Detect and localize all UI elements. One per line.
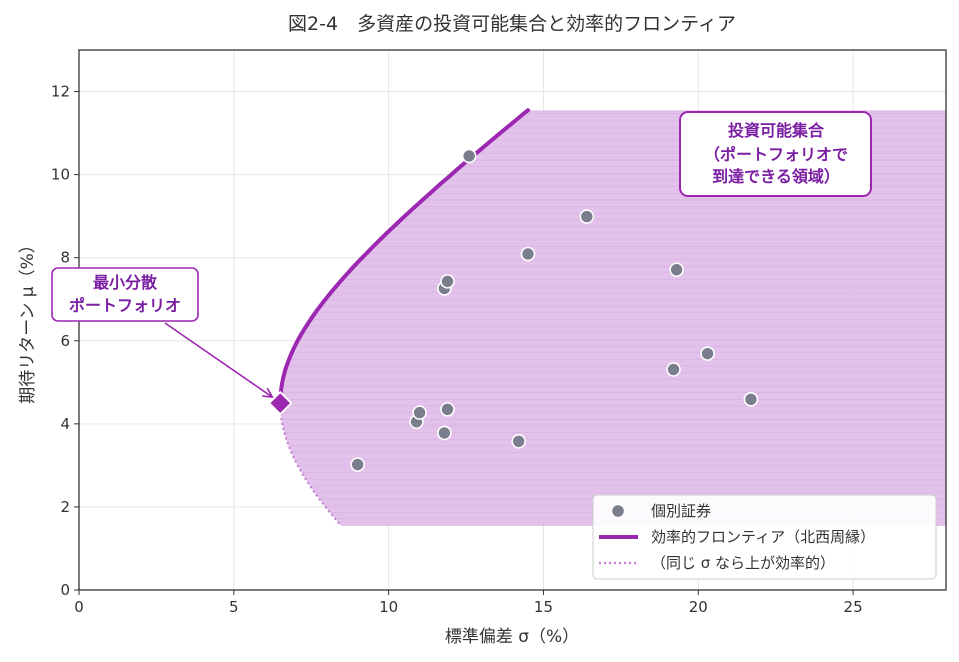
legend-label: （同じ σ なら上が効率的） [651, 554, 835, 572]
legend-box [592, 494, 937, 580]
y-tick-label: 6 [60, 332, 70, 350]
security-point [511, 433, 526, 449]
chart-title: 図2-4 多資産の投資可能集合と効率的フロンティア [288, 13, 736, 35]
security-point [437, 425, 452, 441]
security-point [440, 402, 455, 417]
y-tick-label: 0 [60, 581, 70, 599]
y-tick-label: 8 [60, 249, 70, 267]
security-point [461, 148, 477, 164]
x-tick-label: 0 [74, 598, 84, 616]
security-point [669, 262, 684, 278]
security-point [666, 362, 681, 377]
annotation-arrow [164, 322, 273, 398]
security-point [700, 346, 715, 361]
min-variance-label: ポートフォリオ [69, 296, 181, 315]
security-point [520, 246, 536, 262]
feasible-set-label: 到達できる領域） [712, 167, 840, 186]
legend-label: 個別証券 [651, 502, 711, 520]
y-axis-label: 期待リターン μ（%） [18, 236, 38, 404]
axes: 0 5 10 15 20 25 0 2 4 6 8 10 12 [51, 49, 947, 616]
x-tick-label: 10 [379, 598, 398, 616]
feasible-set-box [679, 111, 872, 197]
annotation-arrowhead [262, 387, 274, 399]
min-variance-box [51, 267, 199, 322]
feasible-region-fill [280, 110, 947, 526]
security-point [350, 457, 365, 472]
security-point [412, 405, 427, 420]
inefficient-frontier-dotted [279, 403, 342, 527]
feasible-set-label: 投資可能集合 [728, 121, 825, 140]
legend-label: 効率的フロンティア（北西周縁） [651, 528, 875, 546]
min-variance-marker [267, 390, 293, 416]
security-points [267, 148, 759, 472]
y-tick-label: 4 [60, 415, 70, 433]
y-tick-label: 10 [51, 166, 70, 184]
x-tick-label: 15 [534, 598, 553, 616]
security-point [743, 392, 759, 407]
x-tick-label: 25 [844, 598, 863, 616]
x-tick-label: 20 [689, 598, 708, 616]
feasible-set-label: （ポートフォリオで [704, 145, 848, 164]
x-tick-label: 5 [229, 598, 239, 616]
security-point [579, 209, 595, 224]
x-axis-label: 標準偏差 σ（%） [445, 627, 579, 647]
security-point [440, 274, 455, 289]
y-tick-label: 12 [51, 83, 70, 101]
min-variance-label: 最小分散 [93, 273, 158, 292]
legend-marker-securities [610, 503, 626, 519]
y-tick-label: 2 [60, 498, 70, 516]
